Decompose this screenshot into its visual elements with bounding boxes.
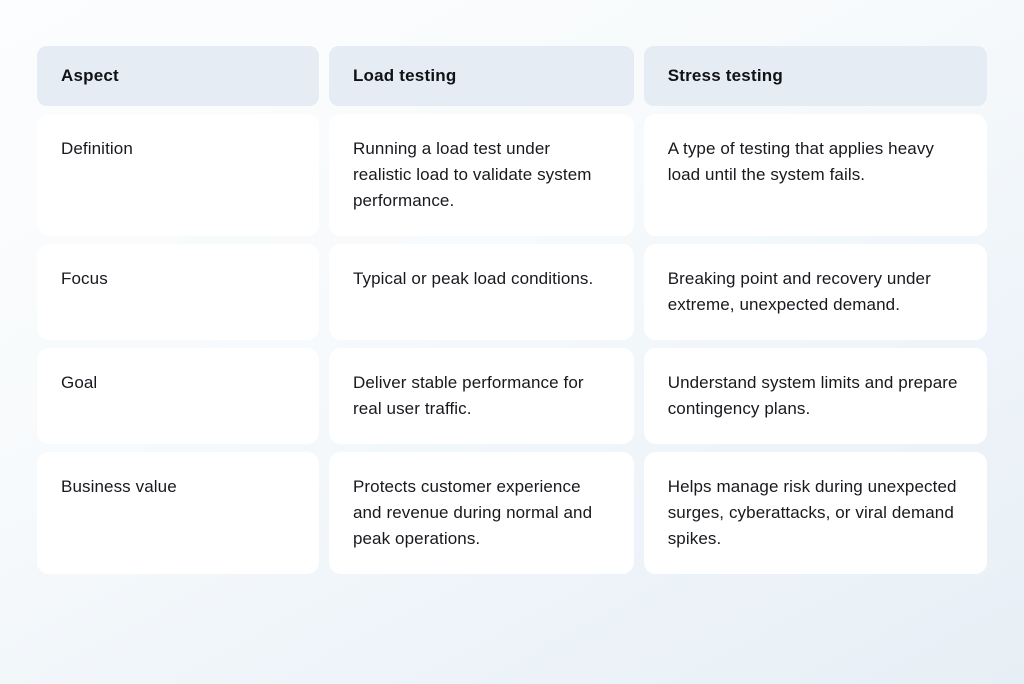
- column-header-load-testing-label: Load testing: [352, 66, 457, 85]
- table-cell-business-value-load: Protects customer experience and revenue…: [328, 452, 634, 574]
- table-cell-focus-load: Typical or peak load conditions.: [328, 244, 634, 340]
- column-header-stress-testing-label: Stress testing: [667, 66, 783, 85]
- table-cell-goal-load: Deliver stable performance for real user…: [328, 348, 634, 444]
- row-label-focus: Focus: [37, 244, 319, 340]
- table-cell-definition-stress: A type of testing that applies heavy loa…: [643, 114, 987, 236]
- column-header-aspect-label: Aspect: [61, 66, 119, 85]
- table-cell-definition-load: Running a load test under realistic load…: [328, 114, 634, 236]
- comparison-table: Aspect Load testing Stress testing Defin…: [37, 46, 987, 574]
- column-header-aspect: Aspect: [37, 46, 319, 106]
- table-cell-goal-stress: Understand system limits and prepare con…: [643, 348, 987, 444]
- table-cell-business-value-stress: Helps manage risk during unexpected surg…: [643, 452, 987, 574]
- row-label-business-value: Business value: [37, 452, 319, 574]
- column-header-load-testing: Load testing: [328, 46, 634, 106]
- row-label-definition: Definition: [37, 114, 319, 236]
- table-cell-focus-stress: Breaking point and recovery under extrem…: [643, 244, 987, 340]
- row-label-goal: Goal: [37, 348, 319, 444]
- column-header-stress-testing: Stress testing: [643, 46, 987, 106]
